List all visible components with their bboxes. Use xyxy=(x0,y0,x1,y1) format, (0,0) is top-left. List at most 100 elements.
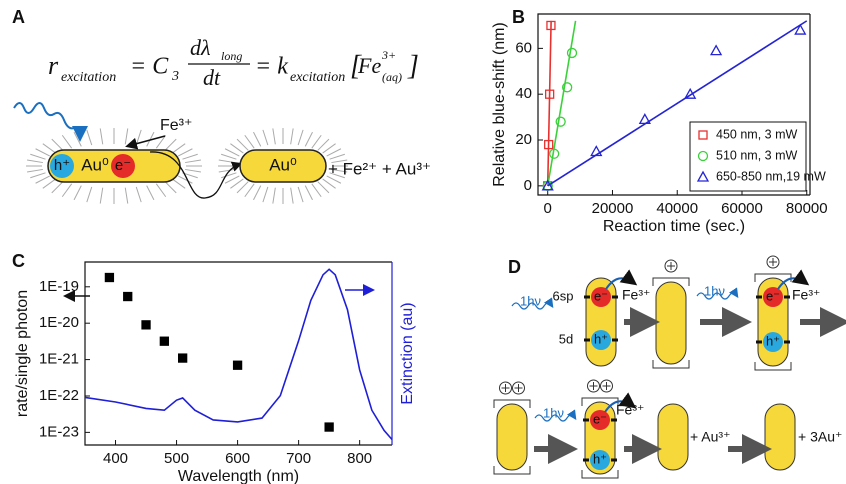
y-tick-label: 1E-21 xyxy=(39,351,79,368)
nanorod xyxy=(239,149,327,183)
ligand xyxy=(244,134,255,149)
ligand xyxy=(27,159,43,164)
ligand xyxy=(262,186,269,203)
marker xyxy=(684,87,697,99)
ligand xyxy=(51,181,64,194)
marker xyxy=(638,113,651,125)
ligand xyxy=(185,168,201,173)
ligand xyxy=(322,143,336,154)
ligand xyxy=(30,172,46,179)
marker xyxy=(555,116,566,127)
ligand xyxy=(297,129,304,146)
marker xyxy=(561,82,573,93)
eq-part: dt xyxy=(203,65,221,90)
rods: e⁻ h⁺ e⁻ h⁺ e⁻ h⁺ xyxy=(493,255,846,479)
x-tick-label: 800 xyxy=(347,450,372,467)
ligand xyxy=(262,129,269,146)
ligand xyxy=(311,134,322,149)
ion-label: Fe³⁺ xyxy=(622,287,650,303)
ligand xyxy=(218,168,235,173)
eq-part: r xyxy=(48,51,59,80)
electron-label: e⁻ xyxy=(115,157,131,174)
arrow xyxy=(125,135,166,150)
photon-label: 1hν xyxy=(520,293,541,308)
nanorod xyxy=(657,403,689,471)
marker xyxy=(590,145,603,157)
ligand xyxy=(164,138,177,151)
ligand xyxy=(317,138,330,151)
legend-label: 510 nm, 3 mW xyxy=(716,148,797,162)
marker xyxy=(544,139,554,150)
y-tick-label: 1E-20 xyxy=(39,314,79,331)
eq-part: Fe xyxy=(357,53,381,78)
ligand xyxy=(124,187,129,204)
panel-label: C xyxy=(12,251,25,271)
y-tick-label: 1E-23 xyxy=(39,423,79,440)
nanorod xyxy=(764,403,796,471)
legend-marker xyxy=(698,130,708,140)
ligand xyxy=(272,128,276,145)
photon-label: 1hν xyxy=(543,405,564,420)
marker xyxy=(324,422,334,432)
ligand xyxy=(155,134,167,149)
nanorod xyxy=(655,281,687,365)
x-tick-label: 600 xyxy=(225,450,250,467)
ion-label: Fe³⁺ xyxy=(792,287,820,303)
marker xyxy=(178,353,188,363)
ligand xyxy=(236,138,249,151)
ligand xyxy=(135,186,142,203)
ligand xyxy=(230,143,244,154)
ligand xyxy=(221,172,237,179)
ligand xyxy=(73,185,82,201)
bracket xyxy=(493,399,531,475)
marker xyxy=(566,47,578,59)
electron-label: e⁻ xyxy=(766,288,780,303)
line xyxy=(84,268,393,441)
ligand xyxy=(42,143,57,154)
y-tick-label: 1E-19 xyxy=(39,278,79,295)
ligand xyxy=(224,175,240,184)
marker xyxy=(546,20,556,31)
hole-label: h⁺ xyxy=(594,331,608,346)
fit-line xyxy=(546,20,577,186)
legend-marker xyxy=(697,150,709,162)
y2-axis-title: Extinction (au) xyxy=(399,302,416,404)
eq-part: long xyxy=(221,49,242,63)
electron xyxy=(111,154,135,178)
legend-label: 450 nm, 3 mW xyxy=(716,127,797,141)
ligand xyxy=(30,153,46,160)
eq-part: ] xyxy=(407,50,419,81)
ligand xyxy=(290,187,294,204)
x-tick-label: 20000 xyxy=(592,200,634,217)
charge xyxy=(602,382,611,390)
product-label: + 3Au⁺ xyxy=(798,429,842,445)
photon-wave xyxy=(13,102,88,142)
eq-part: excitation xyxy=(290,70,345,85)
ligand xyxy=(155,183,167,198)
fit-line xyxy=(547,20,808,187)
ligand xyxy=(331,168,348,173)
panel-label: B xyxy=(512,7,525,27)
x-axis-title: Reaction time (sec.) xyxy=(603,218,745,235)
rod-label: Au⁰ xyxy=(81,155,109,174)
hole xyxy=(590,450,610,470)
eq-part: = C xyxy=(130,54,169,80)
ligand xyxy=(42,178,57,189)
ligand xyxy=(272,187,276,204)
hole xyxy=(763,332,783,352)
eq-part: excitation xyxy=(61,70,116,85)
marker xyxy=(123,291,133,302)
ion-label: Fe³⁺ xyxy=(616,402,644,418)
ligand xyxy=(61,183,73,198)
marker xyxy=(545,89,555,99)
ligand xyxy=(27,168,43,173)
electron xyxy=(590,410,610,430)
transfer-arrow xyxy=(777,269,810,290)
axis-frame xyxy=(537,13,810,196)
y-tick-label: 0 xyxy=(524,177,532,194)
ligand xyxy=(236,181,249,194)
eq-part: = k xyxy=(255,54,288,80)
charge xyxy=(501,384,510,392)
ligand xyxy=(177,148,193,157)
y-tick-label: 1E-22 xyxy=(39,387,79,404)
